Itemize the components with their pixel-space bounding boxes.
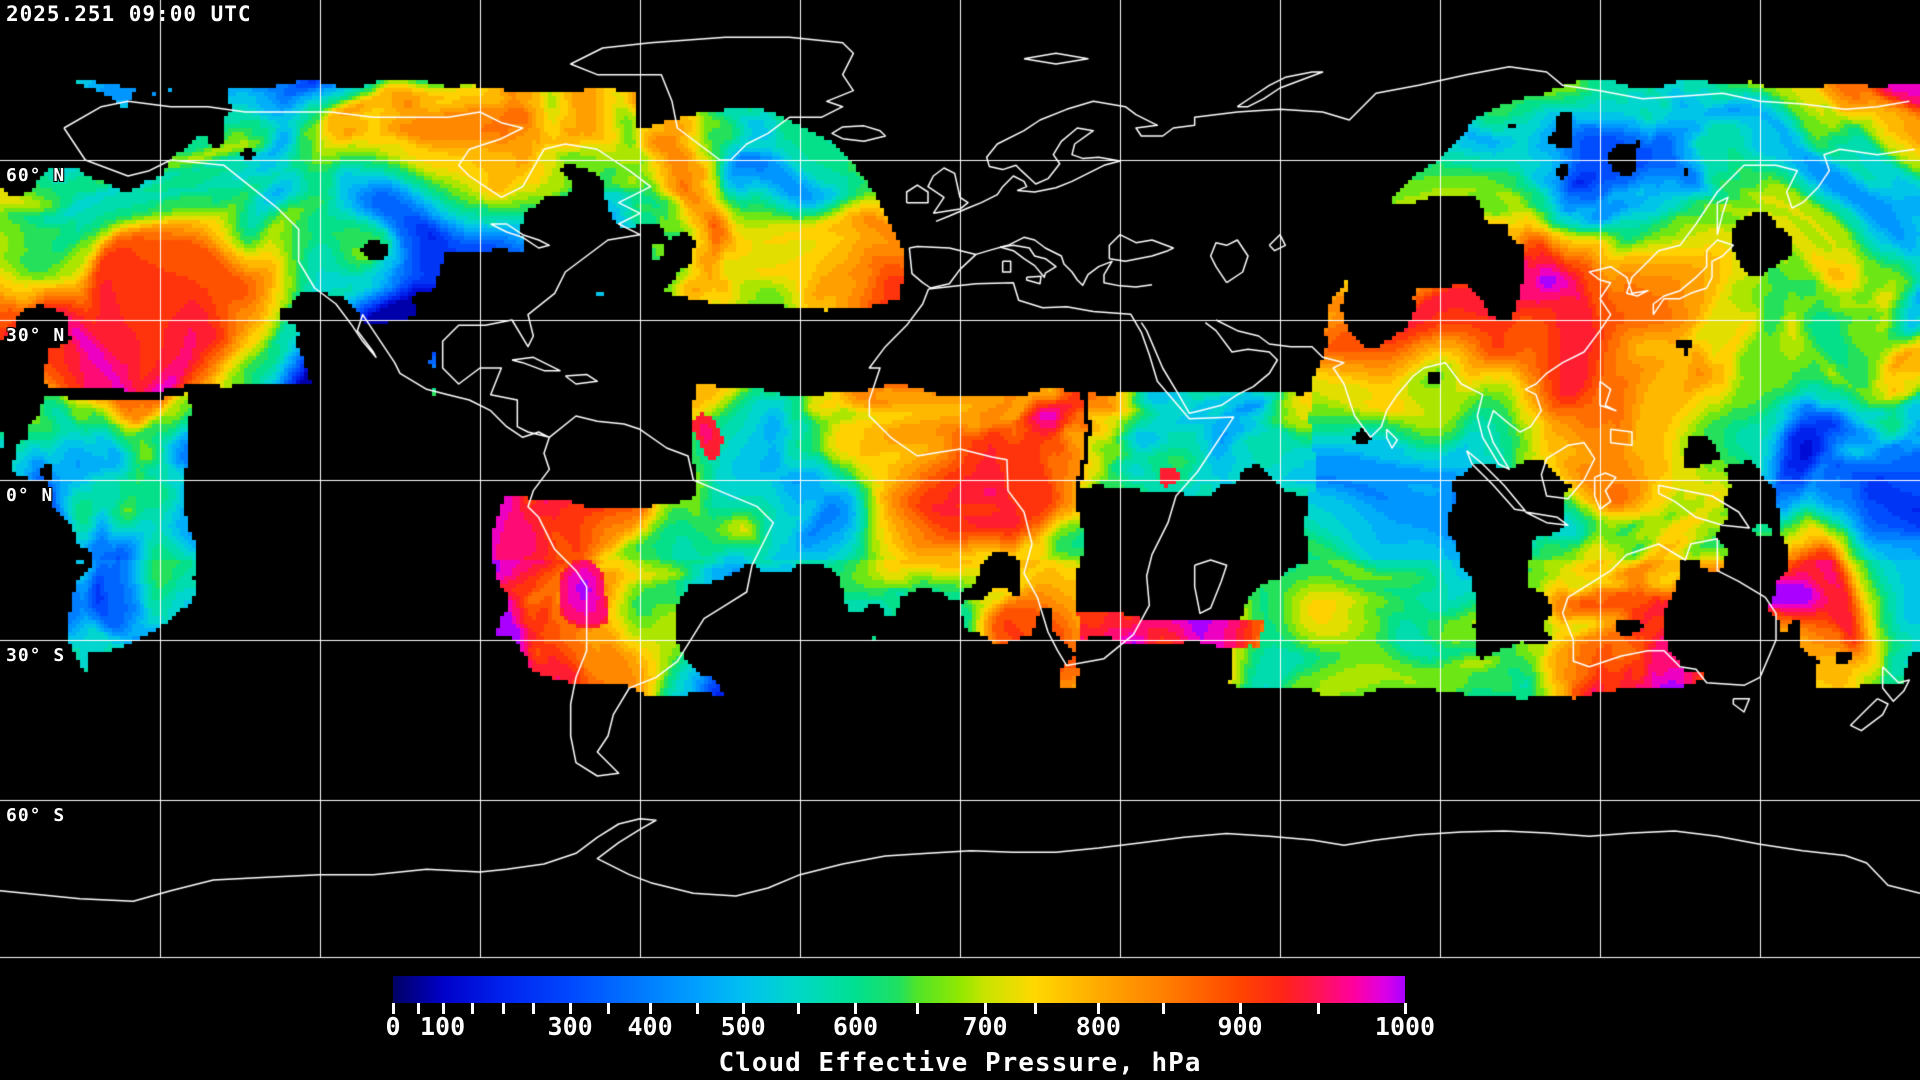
latitude-label: 30° N [6,325,66,346]
colorbar-tick-label: 0 [385,1012,401,1041]
colorbar-tick [796,1003,800,1014]
colorbar-tick [502,1003,506,1014]
colorbar-tick [392,1003,395,1014]
colorbar-tick [569,1003,573,1014]
colorbar-tick [742,1003,746,1014]
timestamp: 2025.251 09:00 UTC [6,2,252,26]
colorbar-tick [531,1003,535,1014]
colorbar-tick [441,1003,445,1014]
colorbar-tick [606,1003,610,1014]
colorbar-tick-label: 100 [420,1012,466,1041]
colorbar-gradient [393,976,1405,1003]
colorbar-tick [916,1003,920,1014]
colorbar-tick-label: 500 [720,1012,766,1041]
colorbar-tick-label: 900 [1217,1012,1263,1041]
colorbar-tick [1404,1003,1407,1014]
latitude-label: 60° N [6,165,66,186]
colorbar: 0 100 300 400 500 600 700 800 900 1000 Cloud Effe… [0,960,1920,1080]
colorbar-tick [417,1003,421,1014]
cloud-pressure-map-canvas [0,0,1920,960]
colorbar-tick [1162,1003,1166,1014]
latitude-label: 30° S [6,645,66,666]
colorbar-tick [854,1003,858,1014]
colorbar-tick-label: 600 [832,1012,879,1041]
colorbar-tick [1097,1003,1101,1014]
colorbar-tick [695,1003,699,1014]
colorbar-tick-label: 300 [547,1012,593,1041]
colorbar-tick-label: 700 [962,1012,1008,1041]
colorbar-tick [649,1003,653,1014]
colorbar-tick [1033,1003,1037,1014]
colorbar-tick [984,1003,988,1014]
colorbar-tick-label: 1000 [1374,1012,1436,1041]
colorbar-title: Cloud Effective Pressure, hPa [718,1048,1202,1078]
latitude-label: 0° N [6,485,54,506]
colorbar-tick-label: 800 [1075,1012,1121,1041]
colorbar-tick [470,1003,474,1014]
latitude-label: 60° S [6,805,66,826]
colorbar-tick [1316,1003,1320,1014]
colorbar-tick-label: 400 [627,1012,673,1041]
colorbar-tick [1239,1003,1243,1014]
